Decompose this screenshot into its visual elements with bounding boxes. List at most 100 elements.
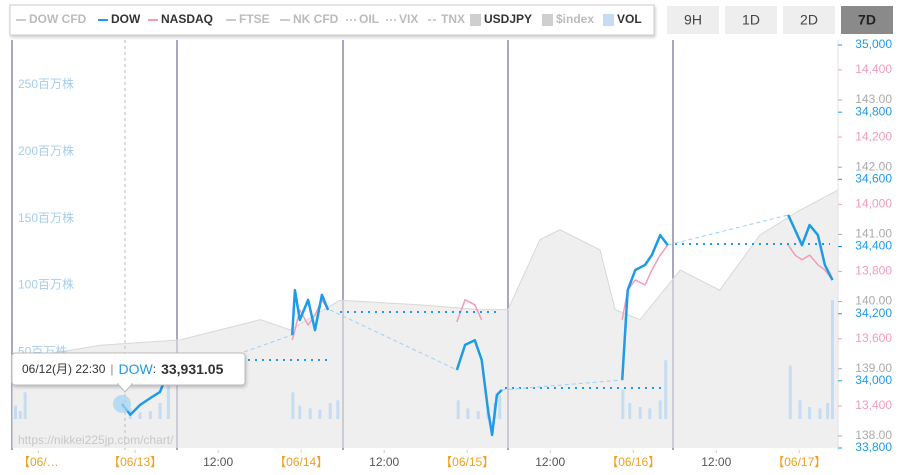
legend-item[interactable]: NASDAQ	[161, 12, 213, 26]
x-tick-label: 【06/15】	[440, 455, 494, 469]
tooltip-marker	[112, 394, 131, 413]
range-button-label[interactable]: 9H	[684, 12, 702, 28]
plot-area	[11, 189, 839, 448]
volume-bar	[148, 410, 152, 420]
x-tick-label: 【06/14】	[274, 455, 328, 469]
volume-bar	[476, 410, 480, 420]
legend-item[interactable]: DOW	[111, 12, 141, 26]
volume-bar	[498, 394, 502, 420]
volume-bar	[23, 392, 27, 420]
range-button[interactable]	[725, 6, 777, 34]
y-tick-label: 34,800	[855, 104, 892, 118]
volume-bar	[456, 400, 460, 420]
legend-item[interactable]: VIX	[399, 12, 418, 26]
y-tick-label: 139.00	[855, 361, 892, 375]
volume-bar	[18, 410, 22, 420]
legend-icon	[542, 14, 553, 26]
y-tick-label: 150百万株	[18, 210, 74, 225]
legend-item[interactable]: VOL	[617, 12, 642, 26]
x-tick-label: 【06/…	[18, 455, 59, 469]
tooltip-value: 33,931.05	[161, 361, 223, 377]
legend-icon	[470, 14, 481, 26]
y-tick-label: 13,800	[855, 264, 892, 278]
y-tick-label: 35,000	[855, 37, 892, 51]
x-tick-label: 【06/13】	[108, 455, 162, 469]
volume-bar	[818, 408, 822, 420]
y-tick-label: 142.00	[855, 159, 892, 173]
y-tick-label: 34,200	[855, 306, 892, 320]
legend-item[interactable]: OIL	[359, 12, 379, 26]
y-tick-label: 141.00	[855, 227, 892, 241]
range-buttons: 9H 1D 2D 7D	[667, 6, 893, 34]
x-tick-label: 【06/17】	[772, 455, 826, 469]
legend-item[interactable]: USDJPY	[484, 12, 532, 26]
volume-bar	[638, 406, 642, 420]
volume-bar	[166, 369, 170, 420]
watermark: https://nikkei225jp.com/chart/	[18, 433, 174, 447]
y-tick-label: 140.00	[855, 294, 892, 308]
tooltip-pointer-cover	[119, 382, 131, 385]
volume-bar	[158, 402, 162, 420]
y-tick-label: 34,400	[855, 239, 892, 253]
volume-bar	[336, 400, 340, 420]
volume-bar	[318, 409, 322, 420]
volume-bar	[830, 300, 834, 420]
range-button-label[interactable]: 2D	[800, 12, 818, 28]
legend: DOW CFD DOW NASDAQ FTSE NK CFD OIL VIX T…	[16, 12, 642, 26]
volume-bar	[658, 400, 662, 420]
x-tick-label: 【06/16】	[606, 455, 660, 469]
range-button-label[interactable]: 1D	[742, 12, 760, 28]
tooltip-sep: |	[110, 362, 113, 376]
y-tick-label: 13,600	[855, 331, 892, 345]
volume-bar	[808, 406, 812, 420]
y-tick-label: 200百万株	[18, 143, 74, 158]
area-line	[11, 189, 839, 361]
y-tick-label: 33,800	[855, 440, 892, 454]
volume-bar	[826, 402, 830, 420]
legend-item[interactable]: FTSE	[239, 12, 270, 26]
volume-bar	[138, 412, 142, 420]
volume-bar	[648, 408, 652, 420]
volume-bar	[628, 402, 632, 420]
volume-bar	[298, 405, 302, 420]
y-tick-label: 14,400	[855, 62, 892, 76]
connector	[501, 379, 623, 391]
y-tick-label: 34,600	[855, 172, 892, 186]
tooltip-text: 06/12(月) 22:30 | DOW: 33,931.05	[22, 361, 224, 377]
x-tick-label: 12:00	[203, 455, 233, 469]
y-tick-label: 13,400	[855, 398, 892, 412]
tooltip-sep: :	[153, 362, 156, 376]
line-nasdaq	[291, 244, 834, 341]
y-tick-label: 100百万株	[18, 277, 74, 292]
volume-bar	[621, 389, 625, 420]
legend-item[interactable]: DOW CFD	[29, 12, 87, 26]
y-tick-label: 34,000	[855, 373, 892, 387]
volume-bar	[798, 400, 802, 420]
volume-bar	[466, 408, 470, 420]
range-button[interactable]	[783, 6, 835, 34]
legend-item[interactable]: NK CFD	[293, 12, 339, 26]
legend-icon	[603, 14, 614, 26]
line-dow	[121, 214, 834, 437]
volume-bar	[664, 360, 668, 420]
legend-item[interactable]: TNX	[441, 12, 465, 26]
range-button[interactable]	[667, 6, 719, 34]
x-tick-label: 12:00	[701, 455, 731, 469]
y-tick-label: 250百万株	[18, 76, 74, 91]
tooltip-series: DOW	[119, 361, 154, 377]
y-tick-label: 14,200	[855, 129, 892, 143]
range-button[interactable]	[841, 6, 893, 34]
x-tick-label: 12:00	[535, 455, 565, 469]
volume-bar	[13, 405, 17, 420]
tooltip: 06/12(月) 22:30 | DOW: 33,931.05	[11, 352, 246, 413]
connector	[329, 309, 458, 371]
y-tick-label: 14,000	[855, 196, 892, 210]
range-button-label[interactable]: 7D	[858, 12, 876, 28]
volume-bar	[788, 365, 792, 420]
x-tick-label: 12:00	[369, 455, 399, 469]
legend-item[interactable]: $index	[556, 12, 594, 26]
volume-bar	[308, 408, 312, 420]
volume-bar	[291, 392, 295, 420]
volume-bar	[328, 402, 332, 420]
